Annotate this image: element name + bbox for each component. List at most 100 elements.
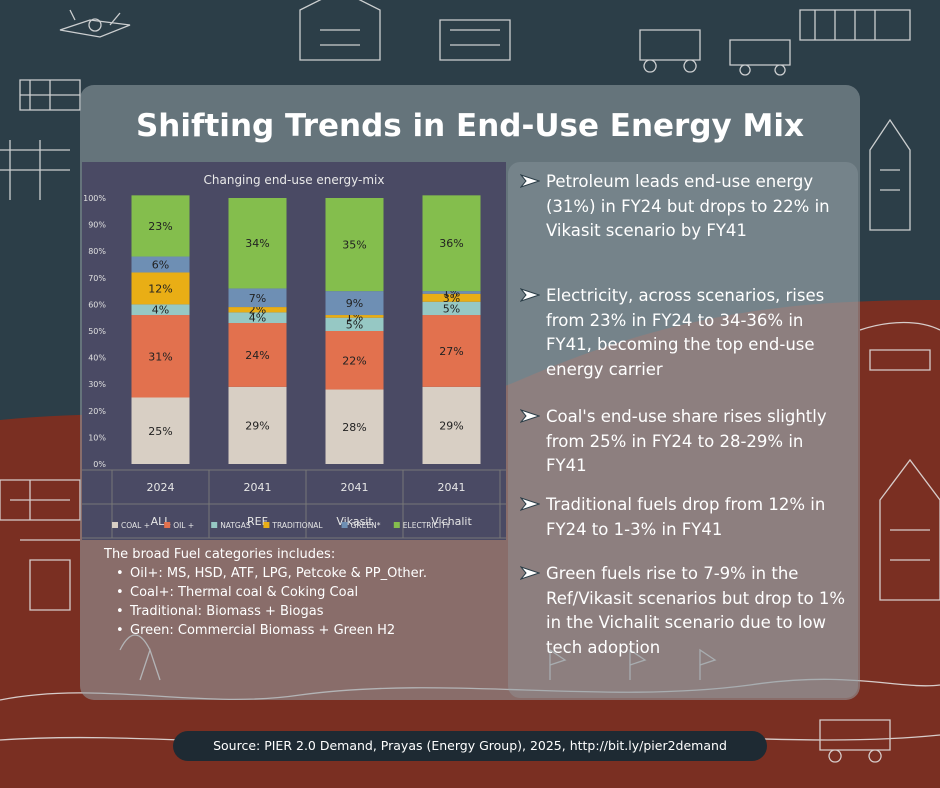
chart-title: Changing end-use energy-mix bbox=[204, 173, 385, 187]
bar-segment bbox=[422, 293, 481, 302]
bar-segment bbox=[228, 198, 287, 289]
bar-segment bbox=[228, 288, 287, 308]
y-tick-label: 70% bbox=[88, 274, 106, 283]
scenario-label: REF bbox=[247, 515, 268, 528]
legend-label: GREEN* bbox=[351, 521, 381, 530]
y-tick-label: 90% bbox=[88, 221, 106, 230]
arrow-bullet-icon bbox=[520, 497, 540, 511]
y-tick-label: 50% bbox=[88, 327, 106, 336]
bar-segment bbox=[422, 315, 481, 387]
finding-item: Coal's end-use share rises slightly from… bbox=[520, 405, 848, 479]
legend-swatch bbox=[341, 522, 348, 528]
bar-segment bbox=[325, 315, 384, 318]
y-tick-label: 30% bbox=[88, 380, 106, 389]
bar-segment bbox=[131, 256, 190, 273]
stacked-bar-chart: Changing end-use energy-mix 0% 10% 20% 30% 40… bbox=[82, 173, 506, 539]
scenario-label: Vichalit bbox=[431, 515, 472, 528]
data-label: 34% bbox=[245, 237, 269, 250]
y-tick-label: 20% bbox=[88, 407, 106, 416]
data-label: 6% bbox=[152, 259, 169, 272]
data-label: 27% bbox=[439, 345, 463, 358]
finding-text: Coal's end-use share rises slightly from… bbox=[546, 407, 827, 475]
finding-item: Traditional fuels drop from 12% in FY24 … bbox=[520, 493, 848, 542]
arrow-bullet-icon bbox=[520, 409, 540, 423]
legend-label: COAL + bbox=[121, 521, 150, 530]
legend-swatch bbox=[112, 522, 118, 528]
finding-text: Traditional fuels drop from 12% in FY24 … bbox=[546, 495, 826, 539]
data-label: 5% bbox=[346, 318, 363, 331]
page-title: Shifting Trends in End-Use Energy Mix bbox=[135, 108, 804, 144]
finding-text: Petroleum leads end-use energy (31%) in … bbox=[546, 172, 830, 240]
data-label: 5% bbox=[443, 302, 460, 315]
notes-heading: The broad Fuel categories includes: bbox=[104, 547, 336, 562]
data-label: 25% bbox=[148, 425, 172, 438]
bar-segment bbox=[325, 198, 384, 292]
y-tick-label: 60% bbox=[88, 300, 106, 309]
data-label: 24% bbox=[245, 349, 269, 362]
legend-swatch bbox=[164, 522, 171, 528]
data-label: 7% bbox=[249, 292, 266, 305]
bar-segment bbox=[131, 397, 190, 464]
bar-segment bbox=[228, 323, 287, 387]
legend-label: NATGAS bbox=[220, 521, 251, 530]
bar-segment bbox=[228, 312, 287, 324]
notes-list: Oil+: MS, HSD, ATF, LPG, Petcoke & PP_Ot… bbox=[116, 564, 504, 640]
x-tick-label: 2024 bbox=[147, 481, 175, 494]
bar-segment bbox=[422, 195, 481, 292]
x-tick-label: 2041 bbox=[438, 481, 466, 494]
data-label: 22% bbox=[342, 354, 366, 367]
y-tick-label: 10% bbox=[88, 433, 106, 442]
bar-segment bbox=[131, 195, 190, 257]
arrow-bullet-icon bbox=[520, 174, 540, 188]
source-citation: Source: PIER 2.0 Demand, Prayas (Energy … bbox=[173, 731, 767, 761]
bar-segment bbox=[325, 291, 384, 316]
data-label: 4% bbox=[249, 312, 266, 325]
bar-segment bbox=[422, 301, 481, 316]
legend-label: TRADITIONAL bbox=[271, 521, 323, 530]
legend-label: OIL + bbox=[173, 521, 194, 530]
finding-text: Green fuels rise to 7-9% in the Ref/Vika… bbox=[546, 564, 846, 657]
data-label: 35% bbox=[342, 239, 366, 252]
bar-segment bbox=[131, 272, 190, 305]
bar-segment bbox=[228, 307, 287, 313]
bar-segment bbox=[228, 386, 287, 464]
data-label: 29% bbox=[439, 419, 463, 432]
data-label: 23% bbox=[148, 220, 172, 233]
arrow-bullet-icon bbox=[520, 566, 540, 580]
legend-label: ELECTRICITY bbox=[403, 521, 451, 530]
data-label: 9% bbox=[346, 297, 363, 310]
notes-item: Green: Commercial Biomass + Green H2 bbox=[116, 621, 504, 640]
key-findings-panel: Petroleum leads end-use energy (31%) in … bbox=[508, 162, 858, 698]
legend-swatch bbox=[211, 522, 218, 528]
bar-segment bbox=[325, 317, 384, 331]
bar-segment bbox=[325, 389, 384, 464]
arrow-bullet-icon bbox=[520, 288, 540, 302]
finding-text: Electricity, across scenarios, rises fro… bbox=[546, 286, 825, 379]
legend-swatch bbox=[393, 522, 400, 528]
notes-item: Traditional: Biomass + Biogas bbox=[116, 602, 504, 621]
data-label: 3% bbox=[443, 292, 460, 305]
data-label: 12% bbox=[148, 282, 172, 295]
bar-segment bbox=[131, 315, 190, 398]
finding-item: Green fuels rise to 7-9% in the Ref/Vika… bbox=[520, 562, 848, 660]
x-tick-label: 2041 bbox=[341, 481, 369, 494]
data-label: 29% bbox=[245, 419, 269, 432]
bar-segment bbox=[422, 291, 481, 294]
data-label: 36% bbox=[439, 237, 463, 250]
bar-segment bbox=[325, 331, 384, 390]
y-tick-label: 80% bbox=[88, 247, 106, 256]
y-tick-label: 0% bbox=[93, 460, 106, 469]
data-label: 4% bbox=[152, 304, 169, 317]
data-label: 28% bbox=[342, 421, 366, 434]
bar-segment bbox=[422, 386, 481, 464]
notes-item: Coal+: Thermal coal & Coking Coal bbox=[116, 583, 504, 602]
finding-item: Petroleum leads end-use energy (31%) in … bbox=[520, 170, 848, 244]
x-tick-label: 2041 bbox=[244, 481, 272, 494]
chart-container: Changing end-use energy-mix 0% 10% 20% 30% 40… bbox=[82, 162, 506, 540]
finding-item: Electricity, across scenarios, rises fro… bbox=[520, 284, 848, 382]
fuel-category-notes: The broad Fuel categories includes: Oil+… bbox=[104, 545, 504, 640]
data-label: 31% bbox=[148, 350, 172, 363]
bar-segment bbox=[131, 304, 190, 316]
notes-item: Oil+: MS, HSD, ATF, LPG, Petcoke & PP_Ot… bbox=[116, 564, 504, 583]
y-tick-label: 40% bbox=[88, 354, 106, 363]
